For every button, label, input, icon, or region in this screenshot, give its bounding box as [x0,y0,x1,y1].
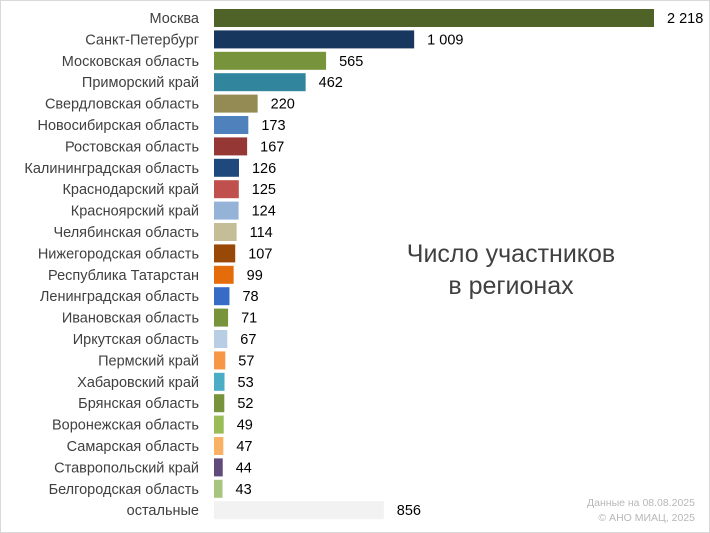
category-label-23: остальные [127,503,199,519]
category-label-14: Ивановская область [62,311,199,327]
value-label-11: 107 [248,246,272,262]
bar-2 [214,51,327,70]
value-label-12: 99 [247,268,263,284]
bar-16 [214,351,226,370]
category-label-17: Хабаровский край [77,375,199,391]
value-labels: 2 218 1 009 565 462 220 173 167 126 125 124 114 107… [236,11,704,519]
value-label-17: 53 [238,375,254,391]
category-label-5: Новосибирская область [37,118,199,134]
value-label-20: 47 [236,439,252,455]
bar-22 [214,479,223,498]
value-label-22: 43 [236,482,252,498]
value-label-13: 78 [242,289,258,305]
value-label-14: 71 [241,311,257,327]
value-label-15: 67 [240,332,256,348]
category-label-11: Нижегородская область [38,246,199,262]
value-label-5: 173 [261,118,285,134]
chart-title-line-2: в регионах [448,272,574,300]
value-label-10: 114 [250,225,273,241]
category-label-2: Московская область [62,54,199,70]
value-label-23: 856 [397,503,421,519]
category-label-22: Белгородская область [49,482,199,498]
bar-6 [214,137,248,156]
bar-20 [214,437,224,455]
value-label-16: 57 [238,353,254,369]
bar-5 [214,116,249,134]
value-label-0: 2 218 [667,11,703,27]
category-label-18: Брянская область [78,396,199,412]
bar-21 [214,458,223,477]
category-label-15: Иркутская область [73,332,199,348]
category-labels: Москва Санкт-Петербург Московская область П… [24,11,200,519]
bar-13 [214,287,230,306]
copyright-note: © АНО МИАЦ, 2025 [598,512,695,524]
bar-19 [214,415,224,434]
bar-9 [214,201,239,220]
value-label-19: 49 [237,418,253,434]
category-label-0: Москва [149,11,199,27]
value-label-9: 124 [252,204,276,220]
bar-10 [214,223,237,241]
bar-7 [214,158,239,177]
value-label-8: 125 [252,182,276,198]
bar-0 [214,9,654,27]
category-label-3: Приморский край [82,75,199,91]
category-label-4: Свердловская область [45,97,199,113]
category-label-9: Красноярский край [71,204,199,220]
bar-17 [214,372,225,391]
category-label-7: Калининградская область [24,161,199,177]
bars-group [214,9,654,520]
value-label-7: 126 [252,161,276,177]
value-label-3: 462 [319,75,343,91]
value-label-1: 1 009 [427,32,463,48]
category-label-8: Краснодарский край [62,182,199,198]
bar-23 [214,501,384,520]
value-label-4: 220 [271,97,295,113]
category-label-1: Санкт-Петербург [85,32,199,48]
category-label-12: Республика Татарстан [48,268,199,284]
bar-11 [214,244,236,263]
value-label-6: 167 [260,139,284,155]
bar-4 [214,94,258,113]
bar-8 [214,180,239,199]
bar-3 [214,73,306,92]
value-label-21: 44 [236,460,252,476]
data-date-note: Данные на 08.08.2025 [587,497,695,509]
bar-18 [214,394,225,413]
value-label-18: 52 [237,396,253,412]
category-label-21: Ставропольский край [54,460,199,476]
bar-12 [214,265,234,284]
value-label-2: 565 [339,54,363,70]
category-label-6: Ростовская область [65,139,199,155]
bar-14 [214,308,229,327]
category-label-19: Воронежская область [52,418,199,434]
category-label-10: Челябинская область [53,225,199,241]
bar-1 [214,30,415,49]
category-label-20: Самарская область [67,439,199,455]
category-label-13: Ленинградская область [40,289,199,305]
category-label-16: Пермский край [98,353,199,369]
chart-title-line-1: Число участников [407,240,615,268]
bar-15 [214,330,228,348]
